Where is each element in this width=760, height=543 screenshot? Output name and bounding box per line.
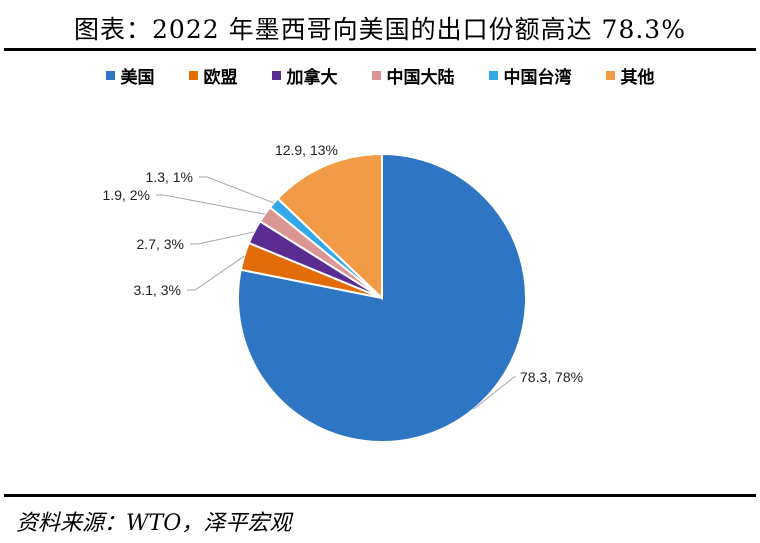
chart-legend: 美国 欧盟 加拿大 中国大陆 中国台湾 其他 bbox=[0, 63, 760, 88]
legend-item-canada: 加拿大 bbox=[271, 63, 338, 88]
title-divider bbox=[4, 48, 756, 51]
legend-label-eu: 欧盟 bbox=[203, 68, 238, 88]
legend-swatch-other bbox=[605, 71, 615, 80]
legend-label-other: 其他 bbox=[620, 68, 655, 88]
data-label-other: 12.9, 13% bbox=[275, 142, 338, 158]
data-label-eu: 3.1, 3% bbox=[134, 282, 181, 298]
legend-item-us: 美国 bbox=[105, 63, 155, 88]
legend-item-taiwan: 中国台湾 bbox=[488, 63, 572, 88]
leader-line-china-mainland bbox=[156, 194, 265, 215]
leader-line-us bbox=[472, 376, 516, 410]
legend-swatch-eu bbox=[188, 71, 198, 80]
data-label-china-mainland: 1.9, 2% bbox=[103, 187, 150, 203]
leader-line-canada bbox=[190, 231, 255, 245]
legend-swatch-us bbox=[105, 71, 115, 80]
legend-item-china-mainland: 中国大陆 bbox=[371, 63, 455, 88]
legend-label-taiwan: 中国台湾 bbox=[503, 68, 572, 88]
legend-label-canada: 加拿大 bbox=[286, 68, 338, 88]
legend-label-us: 美国 bbox=[120, 68, 155, 88]
leader-line-taiwan bbox=[199, 176, 275, 204]
legend-item-other: 其他 bbox=[605, 63, 655, 88]
legend-label-china-mainland: 中国大陆 bbox=[386, 68, 455, 88]
data-label-us: 78.3, 78% bbox=[520, 369, 583, 385]
source-note: 资料来源：WTO，泽平宏观 bbox=[16, 511, 292, 536]
legend-swatch-canada bbox=[271, 71, 281, 80]
data-label-taiwan: 1.3, 1% bbox=[146, 169, 193, 185]
legend-item-eu: 欧盟 bbox=[188, 63, 238, 88]
pie-slice-us bbox=[237, 152, 527, 443]
footer-divider bbox=[4, 494, 756, 497]
chart-title: 图表：2022 年墨西哥向美国的出口份额高达 78.3% bbox=[74, 15, 686, 44]
leader-line-eu bbox=[187, 255, 245, 291]
legend-swatch-taiwan bbox=[488, 71, 498, 80]
pie-slice-other bbox=[276, 152, 383, 301]
data-label-canada: 2.7, 3% bbox=[137, 236, 184, 252]
legend-swatch-china-mainland bbox=[371, 71, 381, 80]
